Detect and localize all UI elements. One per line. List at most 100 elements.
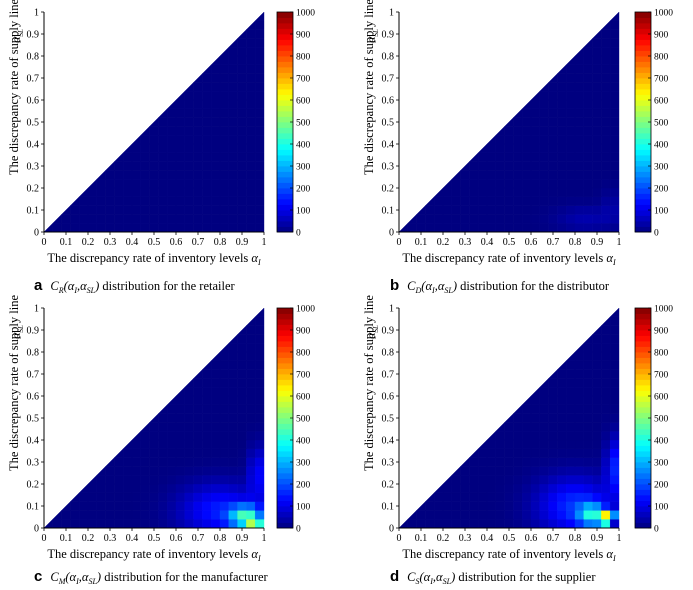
heatmap-cell bbox=[460, 501, 470, 511]
heatmap-cell bbox=[202, 404, 212, 414]
heatmap-cell bbox=[513, 205, 523, 215]
heatmap-cell bbox=[210, 143, 221, 154]
heatmap-cell bbox=[416, 222, 426, 233]
heatmap-cell bbox=[566, 170, 576, 180]
heatmap-cell bbox=[131, 196, 142, 206]
heatmap-cell bbox=[193, 448, 203, 458]
heatmap-cell bbox=[131, 143, 142, 154]
heatmap-cell bbox=[254, 483, 265, 493]
heatmap-cell bbox=[237, 351, 247, 361]
heatmap-cell bbox=[122, 510, 133, 520]
heatmap-cell bbox=[210, 161, 221, 171]
y-tick-label: 0.7 bbox=[382, 370, 395, 381]
heatmap-cell bbox=[407, 509, 417, 520]
heatmap-cell bbox=[184, 439, 194, 449]
heatmap-cell bbox=[609, 11, 620, 21]
heatmap-cell bbox=[228, 170, 238, 180]
colorbar-step bbox=[277, 445, 293, 452]
heatmap-cell bbox=[254, 143, 265, 154]
heatmap-cell bbox=[601, 510, 611, 520]
heatmap-cell bbox=[566, 178, 576, 189]
heatmap-cell bbox=[530, 386, 540, 397]
heatmap-cell bbox=[114, 483, 124, 493]
heatmap-cell bbox=[574, 64, 584, 74]
colorbar-step bbox=[635, 72, 651, 79]
colorbar-step bbox=[635, 522, 651, 529]
text-span: SL bbox=[87, 286, 96, 295]
heatmap-cell bbox=[574, 178, 584, 189]
heatmap-cell bbox=[583, 152, 593, 162]
heatmap-cell bbox=[114, 519, 124, 529]
heatmap-cell bbox=[210, 475, 221, 485]
heatmap-cell bbox=[539, 395, 549, 405]
heatmap-cell bbox=[202, 73, 212, 83]
heatmap-cell bbox=[228, 73, 238, 83]
heatmap-cell bbox=[557, 187, 567, 198]
heatmap-cell bbox=[548, 413, 558, 423]
heatmap-cell bbox=[78, 483, 89, 493]
heatmap-cell bbox=[548, 475, 558, 485]
heatmap-cells bbox=[398, 307, 620, 529]
heatmap-cell bbox=[530, 196, 540, 206]
y-tick-label: 0.9 bbox=[27, 30, 40, 41]
x-tick-label: 0.1 bbox=[415, 533, 428, 544]
colorbar-step bbox=[635, 45, 651, 51]
colorbar-step bbox=[635, 182, 651, 189]
heatmap-cell bbox=[202, 170, 212, 180]
heatmap-cell bbox=[601, 152, 611, 162]
colorbar-tick-label: 200 bbox=[654, 185, 669, 195]
colorbar-step bbox=[277, 473, 293, 479]
heatmap-cell bbox=[246, 222, 256, 233]
heatmap-cell bbox=[565, 55, 576, 66]
heatmap-cell bbox=[157, 404, 168, 414]
colorbar-step bbox=[635, 94, 651, 101]
colorbar-step bbox=[277, 144, 293, 150]
colorbar-step bbox=[277, 50, 293, 57]
heatmap-cell bbox=[219, 360, 230, 370]
heatmap-cell bbox=[228, 47, 238, 57]
heatmap-cell bbox=[175, 510, 186, 520]
heatmap-cell bbox=[530, 187, 540, 198]
colorbar-step bbox=[635, 193, 651, 200]
heatmap-cell bbox=[202, 439, 212, 449]
heatmap-cell bbox=[246, 475, 256, 485]
heatmap-cell bbox=[513, 178, 523, 189]
colorbar-step bbox=[277, 94, 293, 101]
heatmap-cell bbox=[114, 161, 124, 171]
heatmap-cell bbox=[610, 214, 620, 224]
heatmap-cell bbox=[495, 214, 505, 224]
heatmap-cell bbox=[237, 387, 247, 397]
y-tick-label: 0.9 bbox=[27, 326, 40, 337]
heatmap-cell bbox=[78, 510, 89, 520]
heatmap-cell bbox=[583, 343, 593, 353]
colorbar-step bbox=[635, 221, 651, 227]
text-span: D bbox=[415, 286, 422, 295]
text-span: α bbox=[251, 547, 258, 561]
colorbar-tick-label: 600 bbox=[296, 393, 311, 403]
heatmap-cell bbox=[131, 457, 142, 467]
heatmap-cell bbox=[574, 510, 584, 520]
colorbar-step bbox=[277, 199, 293, 205]
heatmap-cell bbox=[610, 117, 620, 127]
heatmap-cell bbox=[219, 187, 230, 198]
heatmap-cell bbox=[557, 214, 567, 224]
x-tick-label: 0.3 bbox=[104, 237, 117, 248]
heatmap-cell bbox=[184, 143, 194, 154]
heatmap-cell bbox=[140, 214, 150, 224]
heatmap-cell bbox=[548, 387, 558, 397]
heatmap-cell bbox=[460, 178, 470, 189]
heatmap-cell bbox=[601, 205, 611, 215]
heatmap-cell bbox=[193, 214, 203, 224]
heatmap-cell bbox=[78, 187, 89, 198]
heatmap-cell bbox=[592, 475, 602, 485]
colorbar-step bbox=[635, 133, 651, 139]
heatmap-cell bbox=[122, 222, 133, 233]
heatmap-cell bbox=[202, 475, 212, 485]
x-tick-label: 0.6 bbox=[525, 533, 538, 544]
heatmap-cell bbox=[210, 214, 221, 224]
panel-caption: b CD(αI,αSL) distribution for the distrib… bbox=[390, 277, 610, 295]
heatmap-cell bbox=[601, 457, 611, 467]
heatmap-cell bbox=[610, 196, 620, 206]
heatmap-cell bbox=[193, 466, 203, 476]
heatmap-cell bbox=[184, 108, 194, 118]
